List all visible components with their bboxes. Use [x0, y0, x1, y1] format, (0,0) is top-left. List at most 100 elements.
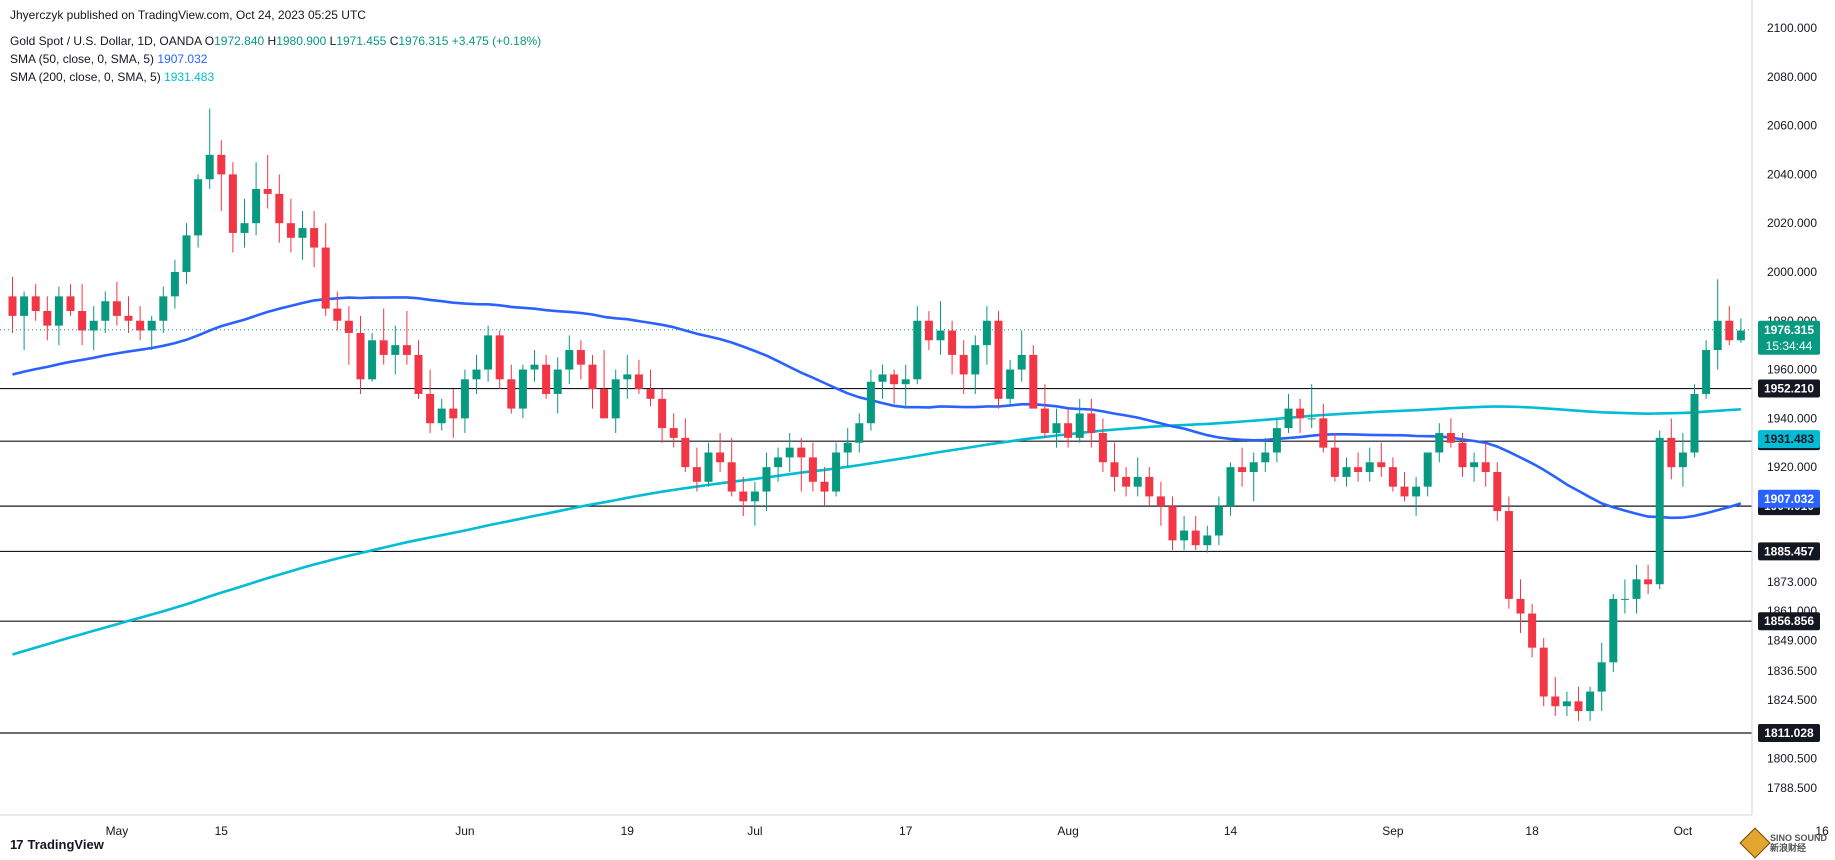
- sma50-label-bg: [1758, 489, 1820, 508]
- candle-body: [1098, 432, 1107, 463]
- candle-body: [994, 320, 1003, 399]
- time-axis[interactable]: 7May15Jun19Jul17Aug14Sep18Oct16Nov13: [0, 824, 1835, 838]
- sma200-line: [12, 405, 1741, 656]
- candle: [147, 315, 156, 351]
- candle-body: [1354, 467, 1363, 473]
- candle: [646, 369, 655, 407]
- watermark-line1: SINO SOUND: [1769, 833, 1827, 843]
- candle-body: [54, 296, 63, 326]
- candle: [1133, 457, 1142, 497]
- candle-body: [611, 379, 620, 419]
- candle-body: [484, 335, 493, 370]
- candle: [217, 140, 226, 211]
- candle: [1168, 496, 1177, 551]
- tradingview-mark-icon: 17: [10, 837, 24, 852]
- candle-body: [623, 374, 632, 380]
- time-tick-label: 18: [1525, 824, 1539, 838]
- candle-body: [1435, 432, 1444, 453]
- candle: [1423, 452, 1432, 497]
- close-value: 1976.315: [398, 34, 449, 48]
- price-tick-label: 1849.000: [1767, 633, 1817, 647]
- candle-body: [1087, 413, 1096, 433]
- candle-body: [704, 452, 713, 482]
- sma50-value: 1907.032: [157, 52, 208, 66]
- candle: [1284, 393, 1293, 433]
- low-value: 1971.455: [336, 34, 387, 48]
- sma200-label: SMA (200, close, 0, SMA, 5): [10, 70, 161, 84]
- candle: [1644, 564, 1653, 595]
- candle-body: [1470, 462, 1479, 468]
- candle-body: [344, 320, 353, 333]
- candle-body: [170, 271, 179, 297]
- candle-body: [252, 189, 261, 224]
- candle-body: [8, 296, 17, 316]
- price-tick-label: 1824.500: [1767, 693, 1817, 707]
- candle-body: [901, 379, 910, 385]
- candle: [542, 354, 551, 399]
- candle-body: [1690, 393, 1699, 453]
- candle-body: [333, 308, 342, 321]
- candle: [1678, 432, 1687, 487]
- level-label-bg: [1758, 379, 1820, 398]
- change-value: +3.475 (+0.18%): [451, 34, 542, 48]
- candle-body: [298, 228, 307, 238]
- symbol-name[interactable]: Gold Spot / U.S. Dollar, 1D, OANDA: [10, 34, 202, 48]
- candle-body: [1562, 701, 1571, 707]
- candle-body: [1377, 462, 1386, 468]
- candle-body: [263, 189, 272, 194]
- candle-body: [1678, 452, 1687, 468]
- candle-body: [1006, 369, 1015, 399]
- candle-body: [1226, 467, 1235, 507]
- candle-body: [669, 428, 678, 438]
- candle: [333, 291, 342, 331]
- candle: [78, 284, 87, 346]
- candle-body: [1249, 462, 1258, 473]
- time-tick-label: 19: [621, 824, 635, 838]
- sma200-legend[interactable]: SMA (200, close, 0, SMA, 5) 1931.483: [10, 70, 214, 84]
- time-tick-label: May: [106, 824, 129, 838]
- candle: [762, 452, 771, 512]
- candle: [785, 432, 794, 473]
- sma50-label: 1907.032: [1758, 489, 1820, 508]
- candle: [855, 413, 864, 453]
- tradingview-logo[interactable]: 17 TradingView: [10, 837, 104, 852]
- sma200-path: [12, 405, 1741, 656]
- candle: [588, 354, 597, 409]
- candle-body: [1609, 598, 1618, 663]
- candle: [901, 364, 910, 409]
- price-axis[interactable]: 2100.000 2080.000 2060.000 2040.000 2020.000…: [1767, 21, 1817, 795]
- candle: [1504, 496, 1513, 609]
- candle-body: [1122, 476, 1131, 487]
- candle-body: [1655, 437, 1664, 585]
- candle: [913, 306, 922, 385]
- candle: [240, 198, 249, 248]
- candle: [507, 364, 516, 414]
- candle: [1238, 447, 1247, 487]
- candle: [1446, 418, 1455, 448]
- level-label: 1885.457: [1758, 542, 1820, 561]
- candle-body: [843, 442, 852, 453]
- candle-body: [1040, 408, 1049, 433]
- candle-body: [147, 320, 156, 331]
- candle: [472, 354, 481, 394]
- candle: [1458, 432, 1467, 477]
- candle: [623, 354, 632, 399]
- candle: [1609, 594, 1618, 673]
- open-label: O: [204, 34, 215, 48]
- candle-body: [321, 247, 330, 309]
- price-tick-label: 1960.000: [1767, 363, 1817, 377]
- candle: [1110, 442, 1119, 492]
- price-tick-label: 1920.000: [1767, 460, 1817, 474]
- candle: [658, 389, 667, 443]
- candle-body: [449, 408, 458, 419]
- high-value: 1980.900: [276, 34, 327, 48]
- candle: [890, 369, 899, 404]
- candle-body: [681, 437, 690, 468]
- candle: [356, 315, 365, 394]
- candle-body: [936, 330, 945, 341]
- candle: [1180, 515, 1189, 551]
- candle-body: [1168, 506, 1177, 541]
- level-label-bg: [1758, 612, 1820, 631]
- sma50-legend[interactable]: SMA (50, close, 0, SMA, 5) 1907.032: [10, 52, 207, 66]
